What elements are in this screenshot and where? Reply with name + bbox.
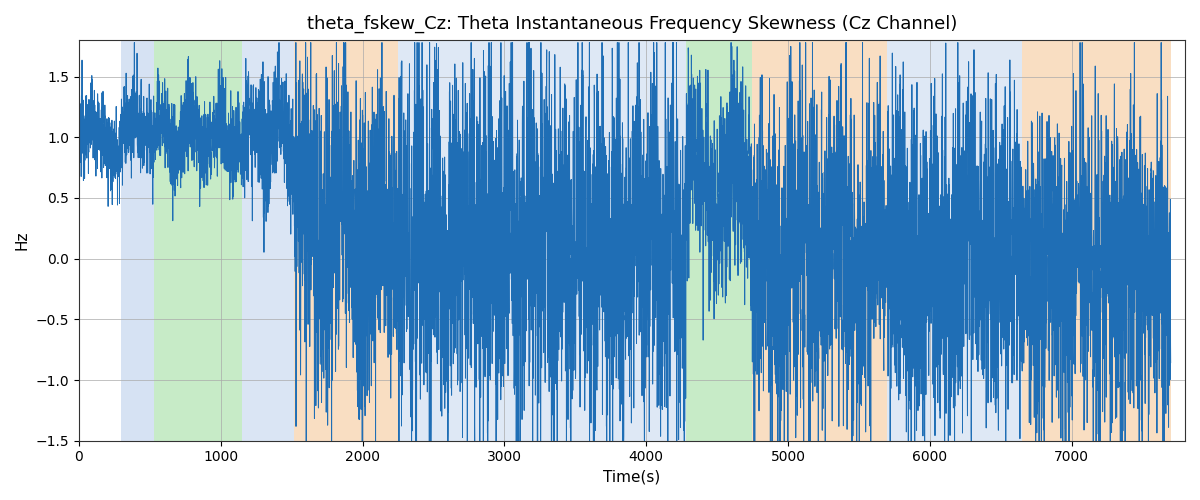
Bar: [154, 40, 242, 440]
Bar: [887, 40, 1022, 440]
Bar: [1022, 40, 1171, 440]
X-axis label: Time(s): Time(s): [604, 470, 660, 485]
Title: theta_fskew_Cz: Theta Instantaneous Frequency Skewness (Cz Channel): theta_fskew_Cz: Theta Instantaneous Freq…: [307, 15, 958, 34]
Bar: [752, 40, 887, 440]
Bar: [660, 40, 674, 440]
Bar: [674, 40, 686, 440]
Y-axis label: Hz: Hz: [14, 230, 30, 250]
Bar: [686, 40, 752, 440]
Bar: [398, 40, 660, 440]
Bar: [294, 40, 398, 440]
Bar: [121, 40, 154, 440]
Bar: [242, 40, 294, 440]
